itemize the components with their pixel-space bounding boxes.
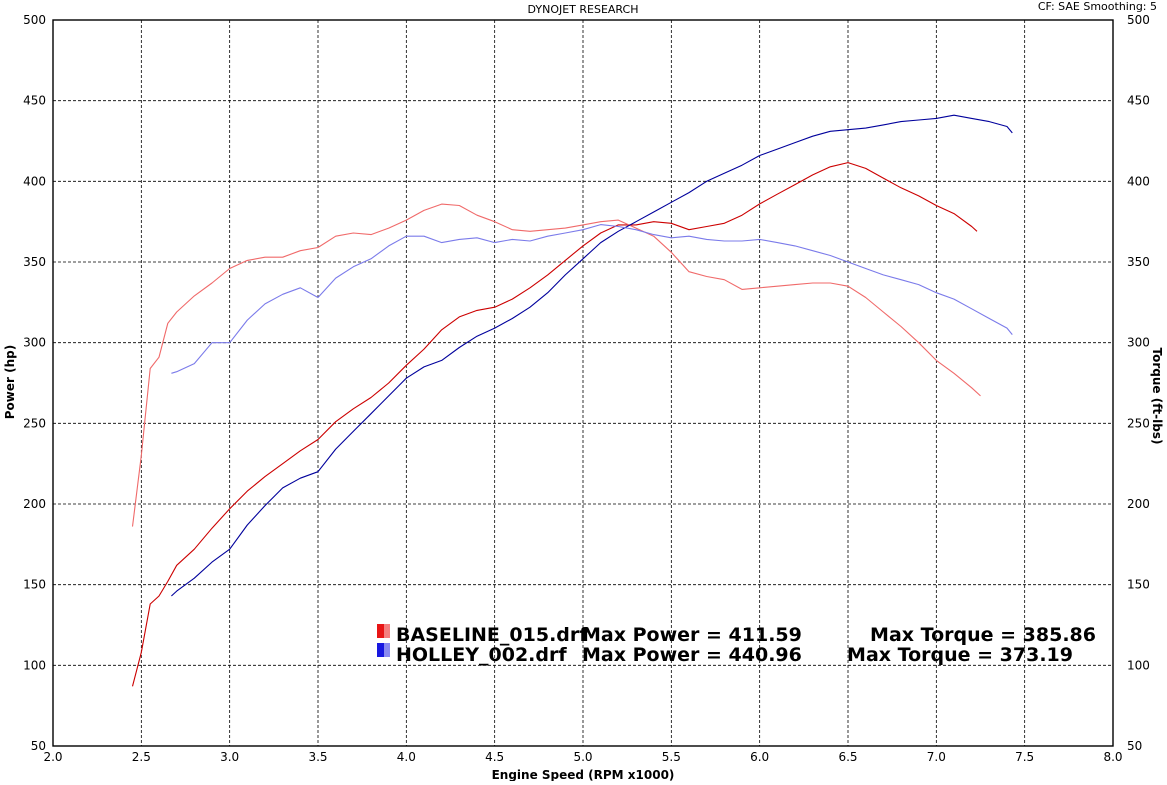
legend-swatch-holley [377, 643, 384, 657]
x-tick-label: 3.0 [220, 750, 239, 764]
legend-file-baseline: BASELINE_015.drf [396, 624, 588, 646]
legend-swatch-baseline-light [384, 624, 390, 638]
legend-power-holley: Max Power = 440.96 [582, 644, 802, 666]
x-tick-label: 2.0 [43, 750, 62, 764]
x-tick-label: 3.5 [308, 750, 327, 764]
x-axis-title: Engine Speed (RPM x1000) [492, 768, 675, 781]
y-tick-label: 150 [23, 578, 46, 592]
legend-torque-baseline: Max Torque = 385.86 [870, 624, 1096, 646]
y-tick-label: 500 [23, 13, 46, 27]
y-tick-label: 200 [23, 497, 46, 511]
x-tick-label: 8.0 [1103, 750, 1122, 764]
legend-file-holley: HOLLEY_002.drf [396, 644, 567, 666]
legend-entry-baseline: BASELINE_015.drf Max Power = 411.59 Max … [377, 624, 1096, 646]
y-tick-label: 250 [23, 416, 46, 430]
grid-lines [53, 20, 1113, 746]
chart-title: DYNOJET RESEARCH [528, 3, 639, 16]
y-axis-title: Power (hp) [3, 345, 17, 419]
y2-tick-label: 500 [1127, 13, 1150, 27]
legend-swatch-baseline [377, 624, 384, 638]
settings-readout: CF: SAE Smoothing: 5 [1038, 0, 1157, 13]
x-tick-label: 5.5 [662, 750, 681, 764]
y2-axis-title: Torque (ft-lbs) [1150, 348, 1164, 445]
y-tick-label: 300 [23, 336, 46, 350]
y2-tick-label: 150 [1127, 578, 1150, 592]
y-tick-label: 400 [23, 174, 46, 188]
y2-tick-label: 200 [1127, 497, 1150, 511]
y2-tick-label: 250 [1127, 416, 1150, 430]
x-tick-label: 4.0 [397, 750, 416, 764]
y-tick-label: 350 [23, 255, 46, 269]
legend-swatch-holley-light [384, 643, 390, 657]
legend-torque-holley: Max Torque = 373.19 [847, 644, 1073, 666]
x-tick-label: 2.5 [132, 750, 151, 764]
legend-entry-holley: HOLLEY_002.drf Max Power = 440.96 Max To… [377, 643, 1073, 666]
y-tick-label: 50 [31, 739, 46, 753]
x-tick-label: 5.0 [573, 750, 592, 764]
plot-series [131, 114, 1013, 687]
y2-tick-label: 400 [1127, 174, 1150, 188]
series-line-baseline-torque [131, 203, 981, 527]
y2-tick-label: 350 [1127, 255, 1150, 269]
y2-tick-label: 100 [1127, 658, 1150, 672]
x-tick-label: 4.5 [485, 750, 504, 764]
y2-tick-label: 50 [1127, 739, 1142, 753]
series-line-holley-torque [171, 224, 1013, 374]
legend-power-baseline: Max Power = 411.59 [582, 624, 802, 646]
x-tick-label: 7.0 [927, 750, 946, 764]
x-tick-label: 6.5 [838, 750, 857, 764]
x-tick-label: 6.0 [750, 750, 769, 764]
y-tick-label: 100 [23, 658, 46, 672]
legend: BASELINE_015.drf Max Power = 411.59 Max … [377, 624, 1096, 666]
y2-tick-label: 450 [1127, 94, 1150, 108]
y-tick-label: 450 [23, 94, 46, 108]
x-tick-label: 7.5 [1015, 750, 1034, 764]
plot-frame [52, 19, 1114, 747]
y2-tick-label: 300 [1127, 336, 1150, 350]
series-line-baseline-power [131, 162, 978, 687]
axis-tick-labels: 2.0 2.5 3.0 3.5 4.0 4.5 5.0 5.5 6.0 6.5 7.0 7.5 8.0 5… [23, 13, 1150, 764]
series-line-holley-power [171, 114, 1013, 597]
